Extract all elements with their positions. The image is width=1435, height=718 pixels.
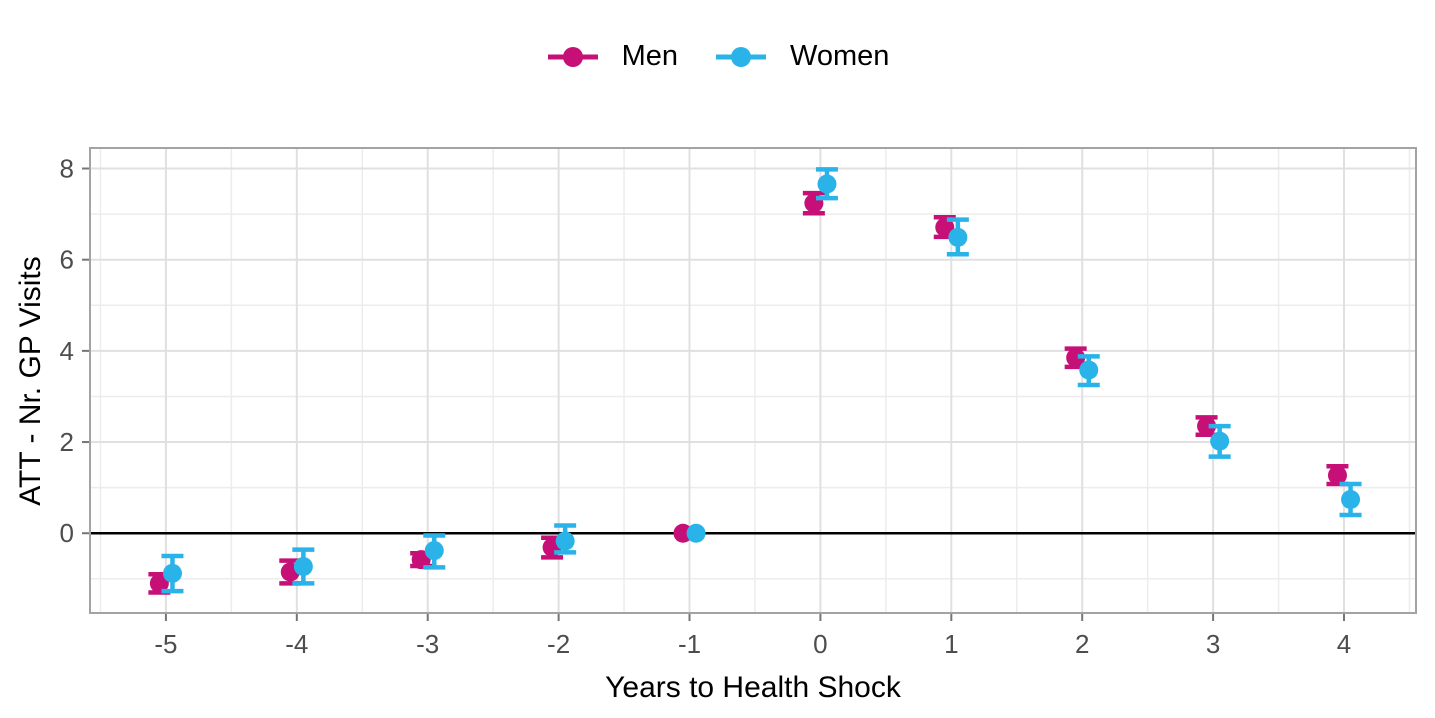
data-point: [1341, 489, 1361, 509]
data-point: [555, 531, 575, 551]
plot-panel: [90, 148, 1416, 613]
data-point: [817, 174, 837, 194]
y-tick-label: 2: [60, 427, 74, 457]
legend-label-men: Men: [621, 40, 679, 72]
x-tick-label: 3: [1206, 629, 1220, 659]
x-tick-label: -5: [154, 629, 177, 659]
x-tick-label: -4: [285, 629, 308, 659]
data-point: [1079, 360, 1099, 380]
y-tick-label: 0: [60, 518, 74, 548]
data-point: [686, 523, 706, 543]
data-point: [293, 557, 313, 576]
data-point: [1327, 465, 1347, 485]
x-tick-label: 1: [944, 629, 958, 659]
data-point: [149, 573, 169, 593]
data-point: [1210, 431, 1230, 451]
y-axis-title: ATT - Nr. GP Visits: [14, 256, 47, 506]
y-tick-label: 6: [60, 245, 74, 275]
panel-border: [89, 147, 1417, 614]
x-tick-label: 4: [1337, 629, 1351, 659]
legend-label-women: Women: [790, 40, 890, 72]
data-point: [935, 217, 955, 237]
legend-key-men-icon: [547, 46, 598, 67]
x-tick-label: -3: [416, 629, 439, 659]
x-axis-title: Years to Health Shock: [605, 671, 901, 704]
x-tick-label: -1: [678, 629, 701, 659]
data-point: [673, 523, 693, 543]
legend-item-women: Women: [714, 42, 889, 71]
legend: Men Women: [0, 42, 1435, 71]
x-tick-label: -2: [547, 629, 570, 659]
data-point: [1197, 416, 1217, 436]
data-point: [162, 563, 182, 583]
y-tick-label: 4: [60, 336, 74, 366]
data-point: [424, 541, 444, 561]
legend-item-men: Men: [546, 42, 678, 71]
x-tick-label: 2: [1075, 629, 1089, 659]
legend-key-women-icon: [716, 46, 767, 67]
data-point: [948, 227, 968, 247]
x-tick-label: 0: [813, 629, 827, 659]
data-point: [1066, 348, 1086, 368]
y-tick-label: 8: [60, 154, 74, 184]
